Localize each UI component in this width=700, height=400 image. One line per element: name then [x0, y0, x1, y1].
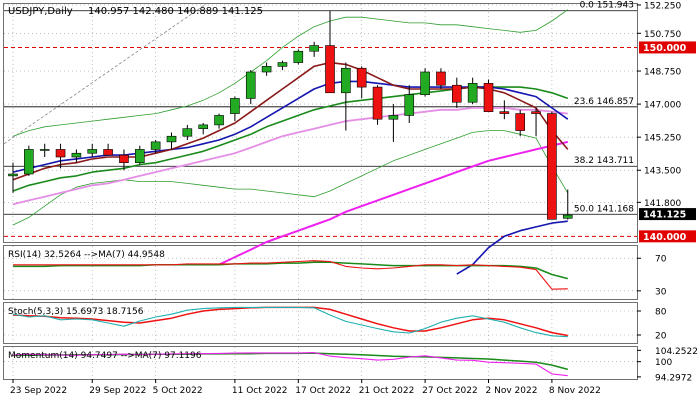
rsi-label: RSI(14) 32.5264 -->MA(7) 44.9548 — [8, 250, 165, 260]
date-axis-label: 21 Oct 2022 — [359, 386, 415, 396]
momentum-panel-frame — [3, 346, 638, 380]
indicator-axis-label: 104.2522 — [655, 347, 698, 357]
ma-lavender-line — [12, 107, 568, 206]
candle-body — [103, 149, 113, 156]
candle-body — [467, 83, 478, 103]
price-axis-label: 148.750 — [644, 68, 681, 78]
candle-body — [372, 86, 383, 120]
candle-body — [277, 62, 288, 67]
level-badge — [639, 41, 696, 54]
date-axis-label: 2 Nov 2022 — [486, 386, 538, 396]
price-axis-label: 147.000 — [644, 101, 681, 111]
candle-body — [24, 149, 34, 175]
date-axis-label: 23 Sep 2022 — [10, 386, 67, 396]
rsi-line — [13, 260, 568, 290]
stoch-panel-frame — [3, 302, 638, 344]
indicator-axis-label: 80 — [655, 308, 667, 318]
candle-body — [388, 115, 399, 120]
candle-body — [135, 149, 145, 163]
level-badge-label: 140.000 — [643, 232, 687, 243]
candle-body — [547, 113, 557, 220]
candle-body — [182, 128, 193, 137]
date-axis-label: 27 Oct 2022 — [422, 386, 478, 396]
main-panel-frame — [3, 3, 638, 243]
indicator-axis-label: 20 — [655, 332, 667, 342]
candle-body — [420, 71, 430, 95]
level-badge-label: 150.000 — [643, 43, 687, 54]
momentum-label: Momentum(14) 94.7497 -->MA(7) 97.1196 — [8, 351, 202, 361]
candle-body — [245, 71, 256, 99]
candle-body — [261, 66, 272, 73]
candle-body — [150, 141, 161, 150]
candle-body — [499, 111, 510, 114]
ma-violet-line — [218, 140, 569, 266]
candle-body — [483, 83, 494, 112]
chart-ohlc: 140.957 142.480 140.889 141.125 — [88, 6, 263, 17]
fib-level-label: 23.6 146.857 — [574, 97, 634, 107]
candle-body — [531, 111, 541, 114]
level-badge — [639, 230, 696, 243]
candle-body — [356, 67, 367, 88]
price-axis-label: 141.800 — [644, 199, 681, 209]
indicator-axis-label: 94.2972 — [655, 373, 692, 383]
current-price-badge — [639, 208, 696, 221]
candle-body — [71, 152, 82, 158]
chart-symbol: USDJPY,Daily — [8, 6, 73, 17]
candle-body — [166, 135, 177, 143]
bollinger-upper-line — [12, 9, 569, 137]
indicator-axis-label: 100 — [655, 358, 672, 368]
rsi-ma-line — [13, 261, 568, 280]
candle-body — [39, 149, 50, 151]
date-axis-label: 5 Oct 2022 — [153, 386, 203, 396]
price-axis-label: 145.250 — [644, 134, 681, 144]
fib-level-label: 0.0 151.943 — [580, 1, 634, 11]
fib-level-label: 38.2 143.711 — [574, 156, 634, 166]
price-axis-label: 152.250 — [644, 1, 681, 11]
candle-body — [119, 154, 129, 163]
candle-body — [293, 50, 304, 63]
candle-body — [309, 45, 319, 52]
candle-body — [325, 45, 335, 94]
candle-body — [87, 149, 98, 154]
date-axis-label: 8 Nov 2022 — [549, 386, 601, 396]
candle-body — [436, 71, 446, 86]
current-price-label: 141.125 — [643, 210, 686, 221]
candle-body — [8, 173, 18, 177]
rsi-panel-frame — [3, 245, 638, 300]
candle-body — [404, 94, 415, 116]
stoch-label: Stoch(5,3,3) 15.6973 18.7156 — [8, 307, 144, 317]
candle-body — [198, 124, 208, 129]
candle-body — [55, 149, 66, 158]
date-axis-label: 17 Oct 2022 — [295, 386, 351, 396]
candle-body — [214, 115, 224, 126]
bollinger-lower-line — [12, 130, 569, 226]
indicator-axis-label: 30 — [655, 287, 667, 297]
momentum-line — [12, 352, 568, 377]
candle-body — [230, 98, 240, 114]
indicator-axis-label: 70 — [655, 255, 667, 265]
stoch-k-line — [12, 306, 568, 338]
date-axis-label: 11 Oct 2022 — [232, 386, 288, 396]
candle-body — [451, 84, 462, 103]
price-axis-label: 150.750 — [644, 30, 681, 40]
trend-line — [3, 3, 207, 145]
fib-level-label: 50.0 141.168 — [574, 204, 634, 214]
candle-body — [341, 67, 351, 94]
date-axis-label: 29 Sep 2022 — [89, 386, 146, 396]
ma-navy-line — [456, 220, 568, 275]
price-axis-label: 143.500 — [644, 167, 681, 177]
candle-body — [562, 214, 573, 219]
candle-body — [515, 113, 526, 131]
